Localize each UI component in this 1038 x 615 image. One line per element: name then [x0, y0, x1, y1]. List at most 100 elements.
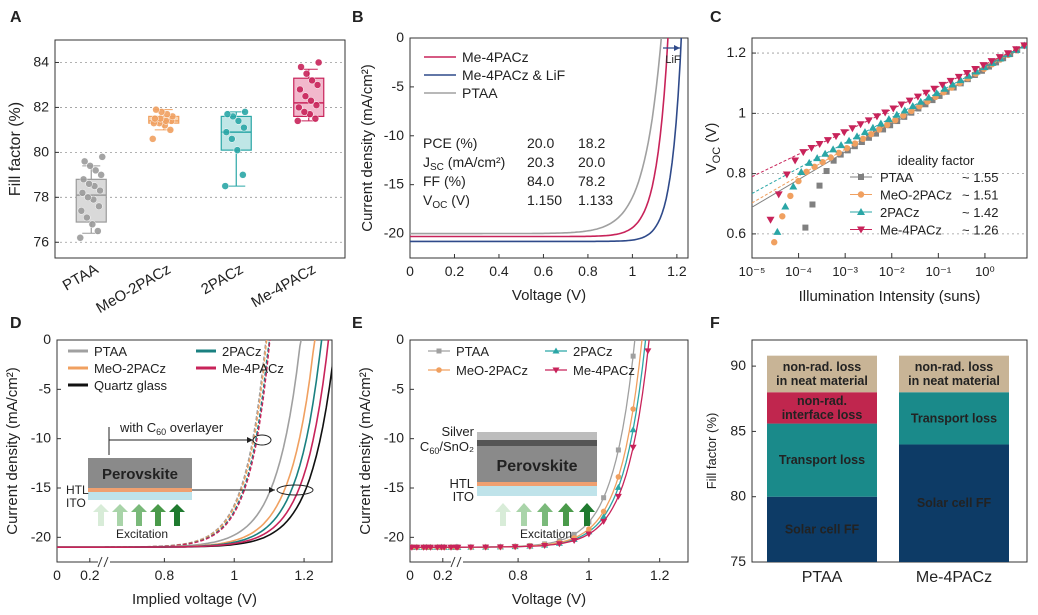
data-point — [98, 153, 106, 161]
bar-segment — [767, 423, 877, 497]
series-group — [752, 41, 1027, 235]
c60-label: C60/SnO₂ — [420, 439, 474, 456]
excitation-label: Excitation — [520, 527, 572, 541]
x-tick-label: 10⁻⁵ — [739, 264, 766, 279]
arrow-head — [674, 45, 680, 51]
data-marker — [900, 112, 907, 119]
table-value-me4pacz: 20.3 — [527, 154, 554, 170]
data-marker — [394, 544, 400, 550]
data-point — [151, 114, 159, 123]
panel-letter: A — [10, 9, 22, 26]
subscript: 60 — [156, 427, 166, 437]
htl-label: HTL — [449, 476, 474, 491]
data-marker — [797, 167, 806, 175]
legend-label: Me-4PACz & LiF — [462, 67, 565, 83]
data-marker — [802, 224, 809, 231]
data-marker — [892, 116, 899, 124]
data-point — [307, 96, 315, 105]
data-point — [83, 213, 91, 222]
y-tick-label: -15 — [384, 479, 404, 495]
table-value-me4pacz: 20.0 — [527, 135, 554, 151]
data-marker — [809, 201, 816, 208]
fit-line — [752, 43, 1027, 204]
data-point — [76, 234, 84, 242]
x-category-label: PTAA — [60, 261, 101, 295]
panel-letter: D — [10, 315, 22, 332]
data-marker — [922, 101, 929, 108]
x-tick-label: 0.8 — [155, 567, 175, 583]
legend-label: MeO-2PACz — [94, 361, 166, 376]
excitation-arrow — [558, 503, 574, 526]
data-marker — [511, 544, 519, 551]
bar-segment — [767, 392, 877, 424]
data-marker — [447, 544, 455, 551]
arrow-head — [269, 487, 275, 493]
data-marker — [985, 63, 992, 70]
silver-label: Silver — [441, 424, 474, 439]
data-marker — [971, 66, 980, 74]
data-marker — [873, 130, 880, 137]
data-marker — [823, 168, 830, 175]
data-point — [314, 58, 323, 67]
y-tick-label: 90 — [730, 357, 746, 373]
axis-break-mark — [456, 556, 462, 568]
y-tick-label: 76 — [33, 233, 49, 249]
data-marker — [614, 493, 622, 500]
data-marker — [379, 545, 386, 551]
axes-frame — [409, 37, 689, 259]
series-line — [57, 362, 332, 549]
data-marker — [1020, 42, 1027, 50]
x-axis-title: Voltage (V) — [512, 591, 586, 608]
data-marker — [875, 126, 883, 133]
data-point — [94, 227, 102, 235]
data-marker — [929, 97, 936, 104]
data-marker — [900, 106, 909, 114]
data-marker — [365, 544, 371, 550]
excitation-label: Excitation — [116, 527, 168, 541]
data-marker — [787, 192, 794, 200]
data-marker — [932, 89, 941, 97]
data-marker — [840, 129, 849, 137]
perovskite-layer — [88, 458, 192, 488]
axes-frame — [54, 39, 346, 259]
data-point — [223, 110, 232, 118]
c60-layer — [477, 440, 597, 446]
y-axis-title: Fill factor (%) — [704, 413, 719, 490]
data-marker — [995, 54, 1004, 62]
data-marker — [365, 545, 370, 550]
series-group — [379, 340, 652, 551]
series-line — [57, 340, 302, 549]
data-marker — [436, 348, 442, 354]
data-marker — [394, 544, 401, 550]
table-value-me4pacz: 84.0 — [527, 173, 554, 189]
data-marker — [437, 544, 445, 551]
data-marker — [782, 171, 791, 179]
data-marker — [771, 239, 778, 246]
y-tick-label: 78 — [33, 188, 49, 204]
text-span: C — [420, 439, 429, 454]
htl-layer — [88, 488, 192, 492]
legend-label: Me-4PACz — [462, 49, 529, 65]
data-marker — [586, 526, 592, 532]
legend-label: MeO-2PACz — [456, 363, 528, 378]
text-span: /SnO₂ — [439, 439, 474, 454]
x-category-label: Me-4PACz — [916, 569, 992, 586]
axes-frame — [56, 339, 333, 563]
x-tick-label: 10⁻³ — [832, 264, 858, 279]
data-marker — [819, 158, 826, 166]
data-marker — [946, 77, 955, 85]
bar-segment — [899, 392, 1009, 445]
bar-group: Solar cell FF Transport loss non-rad. loss… — [899, 355, 1009, 562]
y-tick-label: -10 — [31, 430, 51, 446]
x-tick-label: 10⁻⁴ — [785, 264, 812, 279]
data-marker — [614, 483, 622, 490]
bar-segment-label: interface loss — [782, 408, 863, 422]
data-marker — [830, 157, 837, 164]
data-marker — [868, 123, 877, 131]
series-line — [57, 340, 330, 549]
data-marker — [948, 80, 957, 88]
excitation-arrow — [537, 503, 553, 526]
data-point — [308, 76, 316, 85]
data-marker — [452, 544, 460, 551]
table-value-me4pacz: 1.150 — [527, 192, 562, 208]
